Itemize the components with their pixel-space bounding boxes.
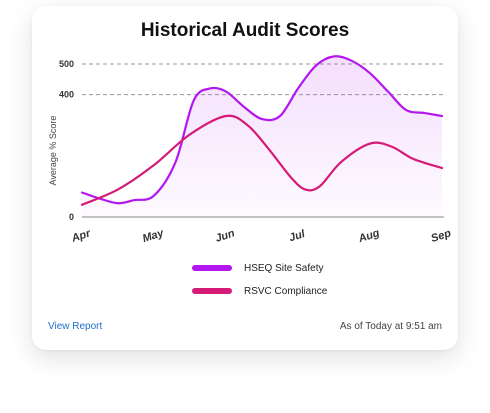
series-line-rsvc[interactable] (80, 114, 444, 206)
x-tick-label: Apr (69, 227, 92, 245)
x-tick-label: Jul (288, 228, 308, 245)
y-tick-label: 500 (59, 59, 74, 69)
line-chart: 0 400 500 Average % Score Apr May Jun Jul Aug Sep (48, 55, 453, 245)
y-tick-label: 400 (59, 90, 74, 100)
x-tick-label: May (141, 227, 166, 245)
timestamp: As of Today at 9:51 am (339, 321, 442, 332)
chart-legend: HSEQ Site Safety RSVC Compliance (192, 258, 327, 304)
y-tick-label: 0 (69, 212, 74, 222)
series-area (82, 56, 442, 218)
y-axis-label: Average % Score (48, 116, 58, 186)
x-tick-label: Aug (356, 227, 381, 245)
legend-swatch (192, 265, 232, 271)
chart-card: Historical Audit Scores 0 400 500 Average %… (32, 6, 458, 350)
legend-item-rsvc[interactable]: RSVC Compliance (192, 281, 327, 301)
series-line-hseq[interactable] (80, 55, 444, 205)
x-tick-label: Sep (430, 227, 453, 245)
legend-label: HSEQ Site Safety (244, 262, 324, 274)
chart-title: Historical Audit Scores (140, 20, 350, 41)
view-report-link[interactable]: View Report (48, 321, 103, 332)
legend-label: RSVC Compliance (244, 285, 328, 297)
legend-item-hseq[interactable]: HSEQ Site Safety (192, 258, 327, 278)
legend-swatch (192, 288, 232, 294)
x-tick-label: Jun (214, 227, 237, 245)
